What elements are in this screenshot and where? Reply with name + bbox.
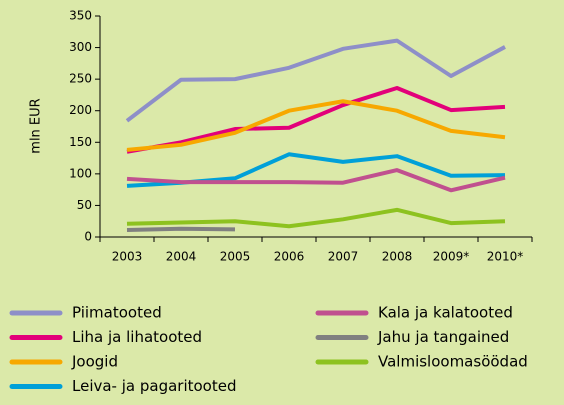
y-tick-label: 100	[69, 166, 92, 180]
legend-label: Liha ja lihatooted	[72, 328, 202, 346]
legend-label: Leiva- ja pagaritooted	[72, 377, 237, 395]
series-line	[126, 207, 506, 229]
x-tick-label: 2003	[112, 250, 143, 264]
x-tick-label: 2008	[382, 250, 413, 264]
series-line	[126, 99, 506, 152]
y-axis-label: mln EUR	[29, 98, 44, 153]
y-tick-label: 0	[84, 230, 92, 244]
x-tick-label: 2010*	[487, 250, 524, 264]
y-tick-label: 150	[69, 135, 92, 149]
y-tick-label: 200	[69, 103, 92, 117]
x-tick-label: 2004	[166, 250, 197, 264]
x-tick-label: 2005	[220, 250, 251, 264]
series-line	[126, 226, 236, 233]
legend-label: Valmisloomasöödad	[378, 353, 528, 371]
series-line	[126, 85, 506, 154]
y-tick-label: 300	[69, 40, 92, 54]
y-tick-label: 250	[69, 72, 92, 86]
y-tick-label: 50	[77, 198, 92, 212]
legend-label: Piimatooted	[72, 304, 162, 322]
legend-label: Joogid	[71, 353, 118, 371]
series-line	[126, 168, 506, 193]
x-tick-label: 2006	[274, 250, 305, 264]
series-line	[125, 38, 506, 123]
legend-label: Kala ja kalatooted	[378, 304, 513, 322]
legend-label: Jahu ja tangained	[377, 328, 509, 346]
y-tick-label: 350	[69, 9, 92, 23]
x-tick-label: 2009*	[433, 250, 470, 264]
x-tick-label: 2007	[328, 250, 359, 264]
